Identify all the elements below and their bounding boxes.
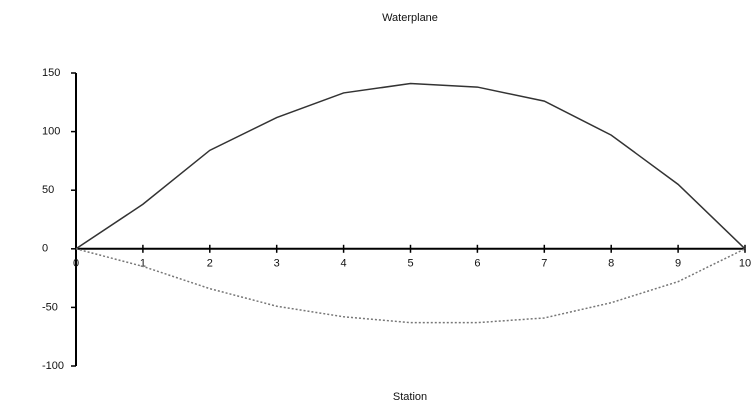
series-line (75, 82, 746, 250)
x-tick-label: 2 (207, 258, 213, 270)
y-tick-label: 150 (42, 67, 60, 79)
x-tick-label: 8 (608, 258, 614, 270)
series-line (75, 248, 746, 324)
x-tick-label: 0 (73, 258, 79, 270)
x-tick-label: 9 (675, 258, 681, 270)
x-tick-label: 7 (541, 258, 547, 270)
y-tick-label: 0 (42, 243, 48, 255)
x-tick-label: 1 (140, 258, 146, 270)
x-tick-label: 10 (739, 258, 751, 270)
x-axis-label: Station (393, 391, 427, 403)
x-tick-label: 4 (341, 258, 347, 270)
y-tick-label: 100 (42, 126, 60, 138)
x-tick-label: 6 (474, 258, 480, 270)
y-tick-label: -100 (42, 360, 64, 372)
x-tick-label: 5 (407, 258, 413, 270)
y-tick-label: 50 (42, 184, 54, 196)
y-tick-label: -50 (42, 301, 58, 313)
x-tick-label: 3 (274, 258, 280, 270)
chart-title: Waterplane (382, 12, 438, 24)
